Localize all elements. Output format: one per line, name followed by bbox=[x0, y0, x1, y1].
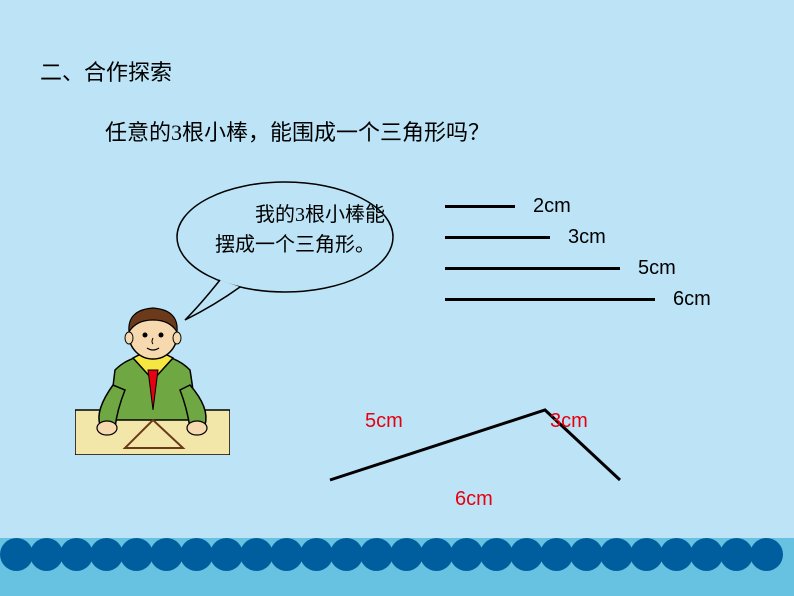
stick-label: 6cm bbox=[673, 288, 711, 311]
bubble-text: 我的3根小棒能摆成一个三角形。 bbox=[215, 200, 385, 260]
stick-row: 6cm bbox=[445, 288, 711, 311]
stick-line-icon bbox=[445, 205, 515, 208]
triangle-label-left: 5cm bbox=[365, 410, 403, 433]
scallop-border-icon bbox=[0, 538, 794, 568]
triangle-label-bottom: 6cm bbox=[455, 488, 493, 511]
stick-line-icon bbox=[445, 236, 550, 239]
stick-line-icon bbox=[445, 267, 620, 270]
stick-row: 2cm bbox=[445, 195, 711, 218]
stick-row: 5cm bbox=[445, 257, 711, 280]
stick-label: 5cm bbox=[638, 257, 676, 280]
stick-row: 3cm bbox=[445, 226, 711, 249]
stick-label: 2cm bbox=[533, 195, 571, 218]
section-title: 二、合作探索 bbox=[40, 55, 172, 87]
stick-line-icon bbox=[445, 298, 655, 301]
triangle-diagram: 5cm 3cm 6cm bbox=[310, 380, 650, 520]
speech-bubble: 我的3根小棒能摆成一个三角形。 bbox=[165, 175, 395, 305]
stick-label: 3cm bbox=[568, 226, 606, 249]
sticks-list: 2cm 3cm 5cm 6cm bbox=[445, 195, 711, 319]
triangle-label-right: 3cm bbox=[550, 410, 588, 433]
question-text: 任意的3根小棒，能围成一个三角形吗？ bbox=[105, 115, 490, 147]
boy-illustration-icon bbox=[75, 300, 230, 455]
